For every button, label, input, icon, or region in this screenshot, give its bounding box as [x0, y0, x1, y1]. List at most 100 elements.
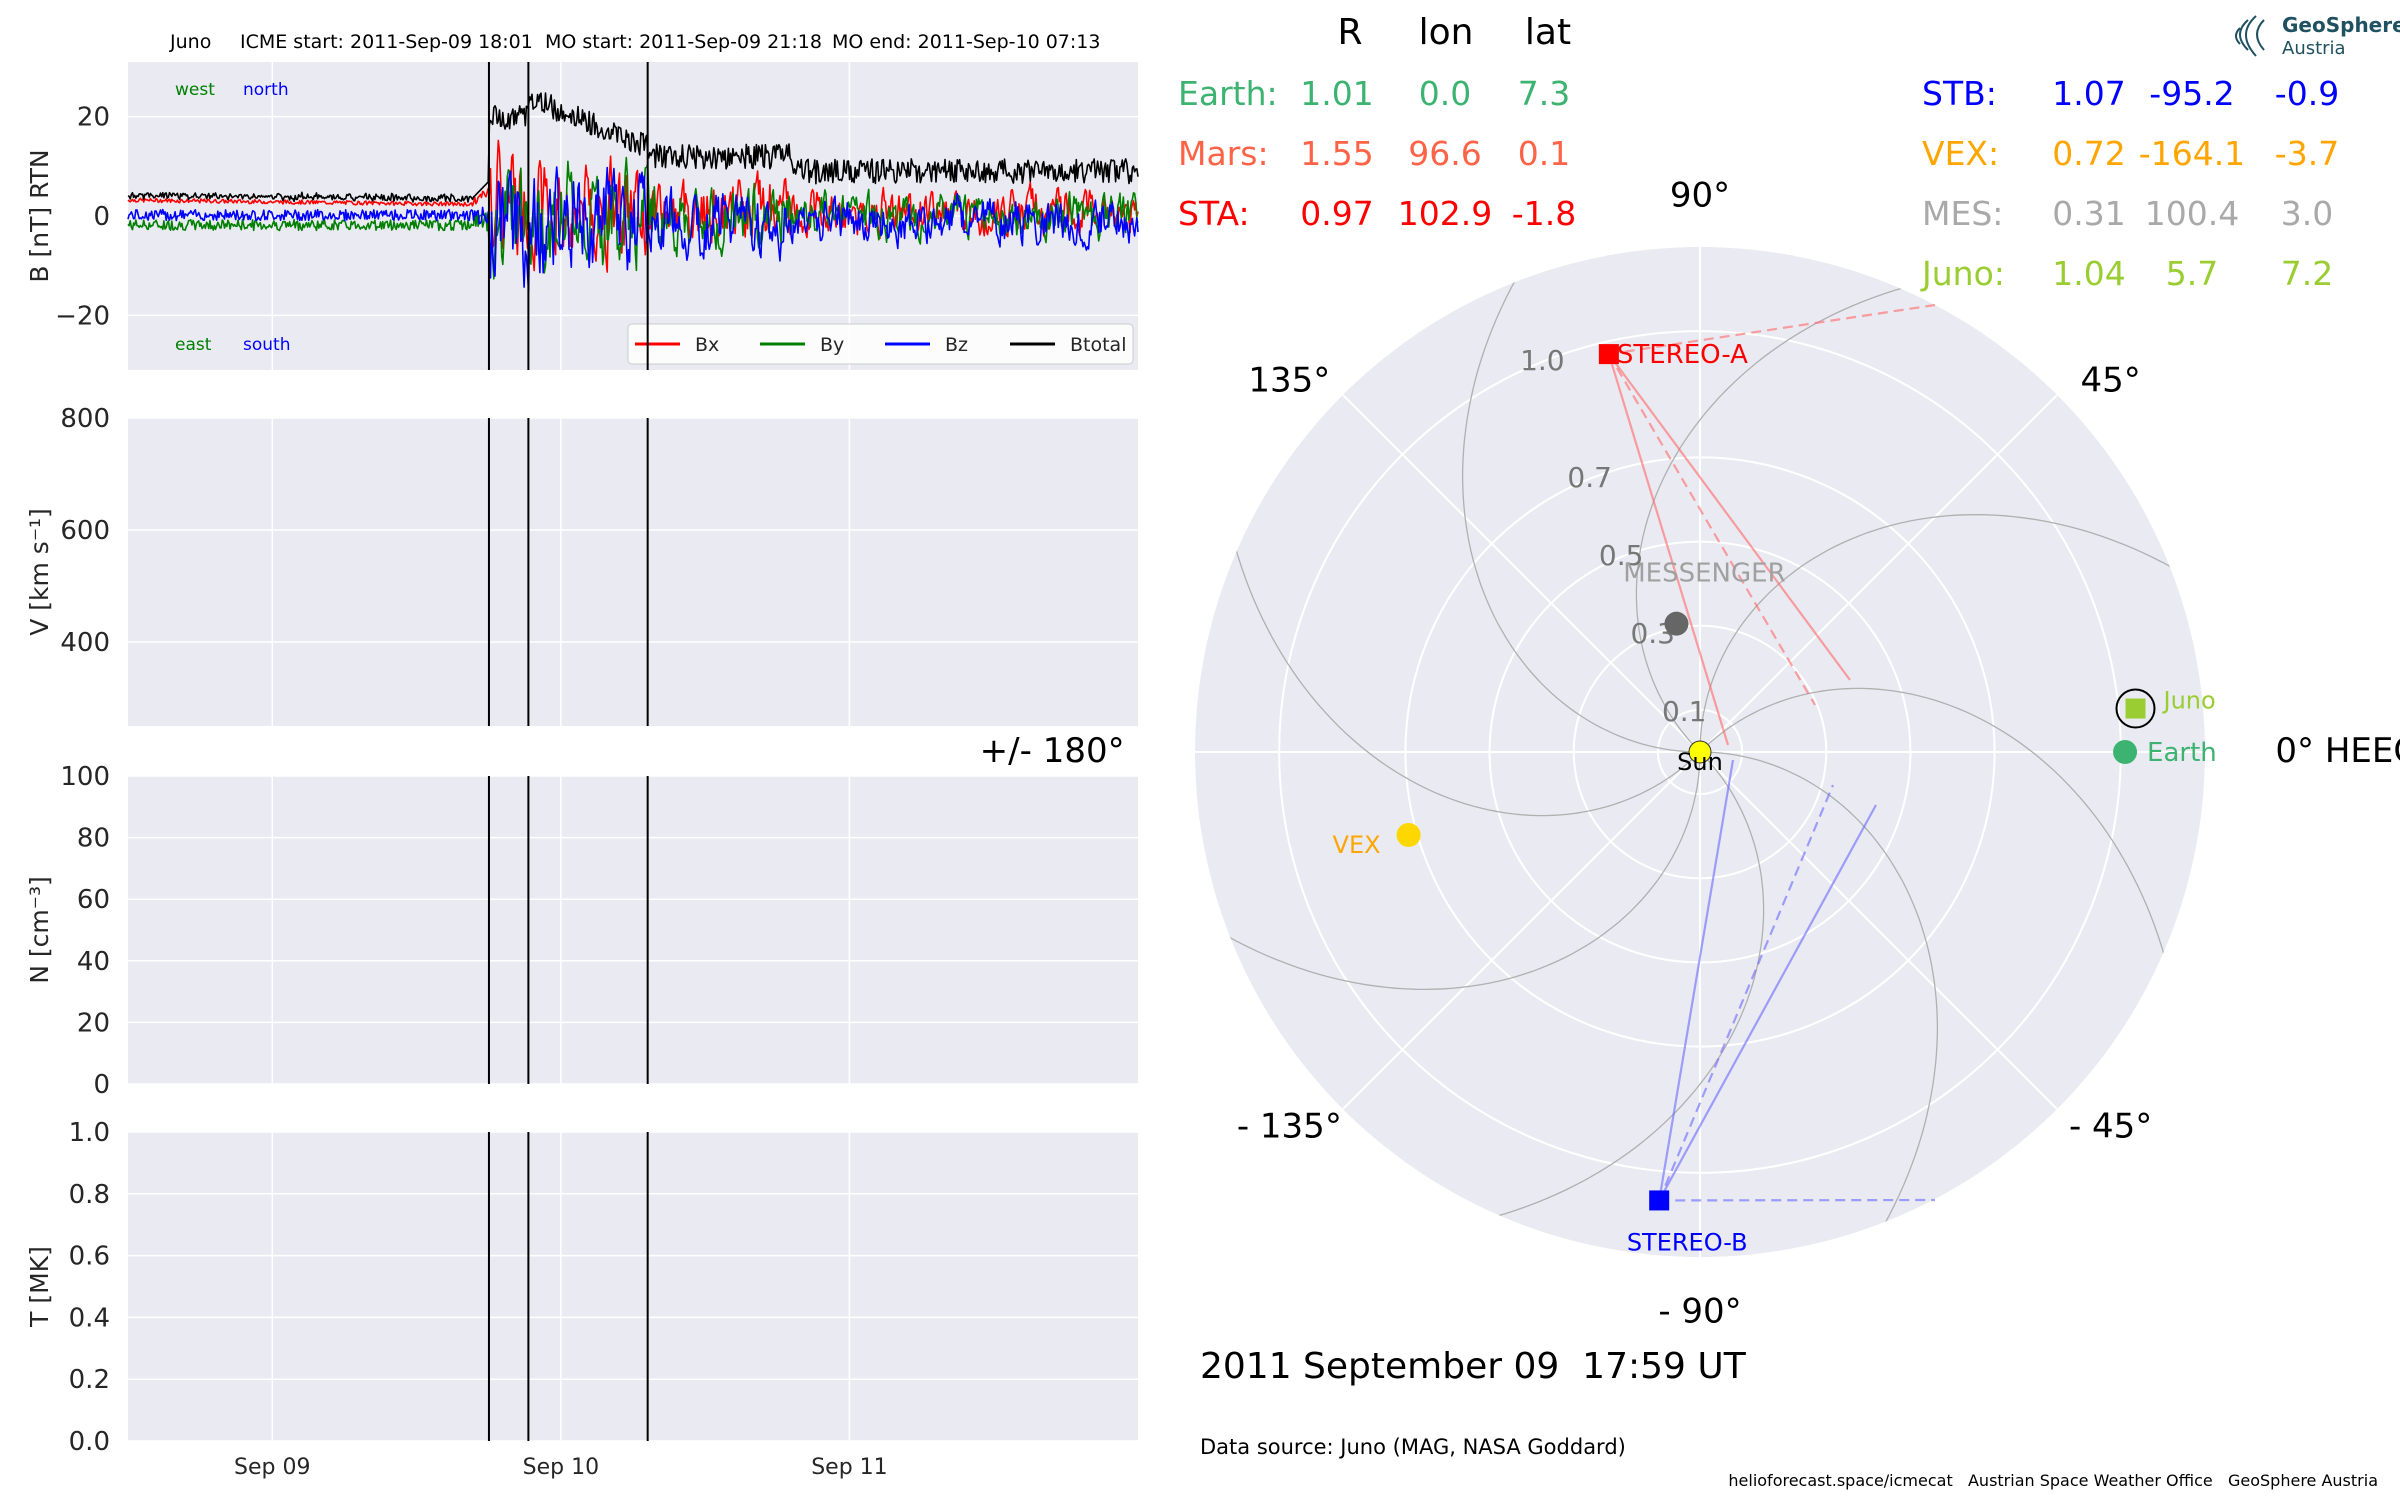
row-r: 0.97 — [1300, 194, 1373, 233]
row-r: 1.04 — [2052, 254, 2125, 293]
b-legend: Bx By Bz Btotal — [627, 323, 1134, 365]
logo-line1: GeoSphere — [2282, 13, 2400, 37]
y-axis-label: V [km s⁻¹] — [25, 508, 54, 636]
polar-grid-spoke — [1699, 394, 2058, 753]
y-tick-label: 0 — [93, 202, 110, 232]
juno-highlight-ring — [2115, 688, 2156, 729]
y-tick-label: 0.8 — [69, 1180, 110, 1210]
object-label: STEREO-A — [1617, 340, 1748, 370]
polar-plot: 1.00.70.50.30.10° HEEQ45°90°135°+/- 180°… — [980, 176, 2400, 1332]
legend-label-btotal: Btotal — [1070, 334, 1126, 356]
table-row: Mars: 1.55 96.6 0.1 — [1178, 134, 1570, 173]
row-lat: -3.7 — [2275, 134, 2339, 173]
table-row: STA: 0.97 102.9 -1.8 — [1178, 194, 1576, 233]
angle-label: - 45° — [2069, 1107, 2152, 1147]
parker-spiral — [1635, 267, 2022, 753]
row-label: Earth: — [1178, 74, 1278, 113]
y-tick-label: 80 — [77, 824, 110, 854]
y-tick-label: 0 — [93, 1070, 110, 1100]
object-label: Earth — [2147, 738, 2217, 768]
angle-label: 0° HEEQ — [2275, 731, 2400, 771]
y-tick-label: 20 — [77, 1008, 110, 1038]
y-tick-label: 60 — [77, 885, 110, 915]
legend-box — [627, 323, 1134, 365]
footer: helioforecast.space/icmecat Austrian Spa… — [1728, 1471, 2378, 1490]
data-source: Data source: Juno (MAG, NASA Goddard) — [1200, 1435, 1626, 1459]
table-header: lat — [1525, 12, 1571, 53]
row-lon: 100.4 — [2145, 194, 2239, 233]
sta-fov-line — [1607, 353, 1816, 706]
table-row: Juno: 1.04 5.7 7.2 — [1920, 254, 2333, 293]
stb-fov-line — [1658, 759, 1735, 1201]
stb-fov-line — [1658, 784, 1835, 1201]
parker-spiral — [1699, 687, 2185, 1074]
angle-label: - 90° — [1658, 1291, 1741, 1331]
row-lon: 96.6 — [1408, 134, 1481, 173]
row-lat: 0.1 — [1518, 134, 1570, 173]
row-lon: 5.7 — [2166, 254, 2218, 293]
parker-spiral — [1378, 751, 1765, 1237]
row-label: STB: — [1922, 74, 1997, 113]
y-tick-label: 40 — [77, 947, 110, 977]
label-west: west — [175, 80, 215, 100]
polar-grid-spoke — [1699, 751, 2058, 1110]
spacecraft-marker — [1649, 1190, 1670, 1211]
y-tick-label: 0.0 — [69, 1427, 110, 1457]
planet-marker — [2113, 740, 2138, 764]
table-row: STB: 1.07 -95.2 -0.9 — [1922, 74, 2339, 113]
row-r: 0.31 — [2052, 194, 2125, 233]
header-spacecraft: Juno — [169, 31, 211, 53]
series-line-bz — [127, 166, 1139, 292]
row-lon: -164.1 — [2139, 134, 2245, 173]
row-r: 1.07 — [2052, 74, 2125, 113]
logo-icon — [2235, 15, 2265, 57]
sta-fov-line — [1607, 353, 1851, 681]
row-lat: 3.0 — [2281, 194, 2333, 233]
y-tick-label: 400 — [60, 628, 110, 658]
object-earth: Earth — [2113, 738, 2217, 768]
radial-label: 0.7 — [1567, 461, 1612, 494]
parker-spiral — [1699, 513, 2205, 753]
row-label: STA: — [1178, 194, 1250, 233]
table-row: Earth: 1.01 0.0 7.3 — [1178, 74, 1570, 113]
object-sun: Sun — [1677, 740, 1723, 776]
object-label: MESSENGER — [1623, 559, 1785, 589]
angle-label: - 135° — [1237, 1107, 1342, 1147]
parker-spiral — [1215, 430, 1701, 817]
polar-grid-spoke — [1342, 751, 1701, 1110]
parker-spirals — [1195, 247, 2205, 1257]
y-axis-label: B [nT] RTN — [25, 149, 54, 282]
panel-background — [128, 776, 1138, 1084]
planet-marker — [1664, 611, 1689, 636]
panel-background — [128, 1132, 1138, 1441]
label-north: north — [243, 80, 289, 100]
angle-label: 45° — [2081, 360, 2141, 400]
table-row: VEX: 0.72 -164.1 -3.7 — [1922, 134, 2339, 173]
series-line-btotal — [127, 92, 1139, 203]
y-tick-label: 1.0 — [69, 1118, 110, 1148]
row-r: 1.01 — [1300, 74, 1373, 113]
row-lon: -95.2 — [2149, 74, 2234, 113]
radial-label: 0.1 — [1662, 695, 1707, 728]
row-lat: -0.9 — [2275, 74, 2339, 113]
angle-label: 135° — [1248, 360, 1330, 400]
table-row: MES: 0.31 100.4 3.0 — [1922, 194, 2333, 233]
y-tick-label: 0.4 — [69, 1303, 110, 1333]
y-tick-label: 0.6 — [69, 1242, 110, 1272]
parker-spiral — [1195, 751, 1701, 991]
sun-marker — [1688, 740, 1712, 764]
row-label: Juno: — [1920, 254, 2005, 293]
x-tick-label: Sep 11 — [811, 1455, 887, 1480]
y-axis-label: N [cm⁻³] — [25, 876, 54, 983]
y-tick-label: 100 — [60, 762, 110, 792]
row-label: VEX: — [1922, 134, 1999, 173]
header-mo-start: MO start: 2011-Sep-09 21:18 — [545, 31, 822, 53]
label-east: east — [175, 335, 212, 355]
object-label: VEX — [1333, 831, 1381, 859]
row-lon: 0.0 — [1419, 74, 1471, 113]
sta-fov-line — [1608, 303, 1936, 356]
stereo-fov-lines — [1607, 303, 1936, 1202]
